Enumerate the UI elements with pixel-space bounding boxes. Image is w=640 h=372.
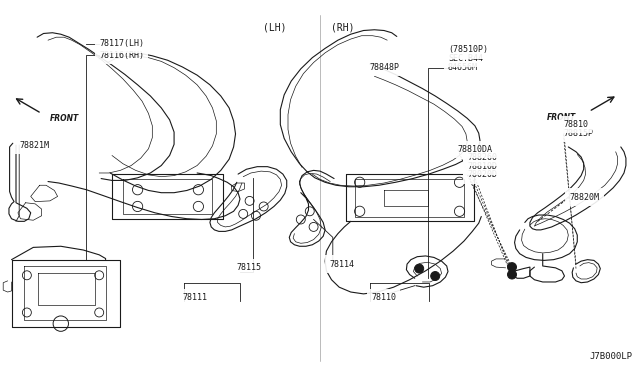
Text: (RH): (RH) bbox=[331, 23, 354, 33]
Text: 78810: 78810 bbox=[563, 120, 588, 129]
Text: 78117(LH): 78117(LH) bbox=[99, 39, 144, 48]
Text: 78020D: 78020D bbox=[467, 170, 497, 179]
Text: 78821M: 78821M bbox=[19, 141, 49, 150]
Text: FRONT: FRONT bbox=[50, 114, 79, 123]
Text: 78815P: 78815P bbox=[563, 129, 593, 138]
Circle shape bbox=[508, 270, 516, 279]
Text: 78116(RH): 78116(RH) bbox=[99, 51, 144, 60]
Text: (78510P): (78510P) bbox=[448, 45, 488, 54]
Text: 78111: 78111 bbox=[182, 293, 207, 302]
Text: 78848P: 78848P bbox=[369, 63, 399, 72]
Circle shape bbox=[431, 272, 440, 280]
Text: 78820M: 78820M bbox=[570, 193, 600, 202]
Circle shape bbox=[415, 264, 424, 273]
Text: 78115: 78115 bbox=[237, 263, 262, 272]
Text: SEC.B44: SEC.B44 bbox=[448, 54, 483, 63]
Text: 78114: 78114 bbox=[330, 260, 355, 269]
Text: FRONT: FRONT bbox=[547, 113, 577, 122]
Text: (LH): (LH) bbox=[264, 23, 287, 33]
Text: 84656M: 84656M bbox=[448, 63, 478, 72]
Text: 788260: 788260 bbox=[467, 153, 497, 162]
Circle shape bbox=[508, 263, 516, 272]
Text: 78810D: 78810D bbox=[467, 162, 497, 171]
Text: J7B000LP: J7B000LP bbox=[589, 352, 632, 361]
Text: 78810DA: 78810DA bbox=[458, 145, 493, 154]
Text: 78110: 78110 bbox=[371, 293, 396, 302]
